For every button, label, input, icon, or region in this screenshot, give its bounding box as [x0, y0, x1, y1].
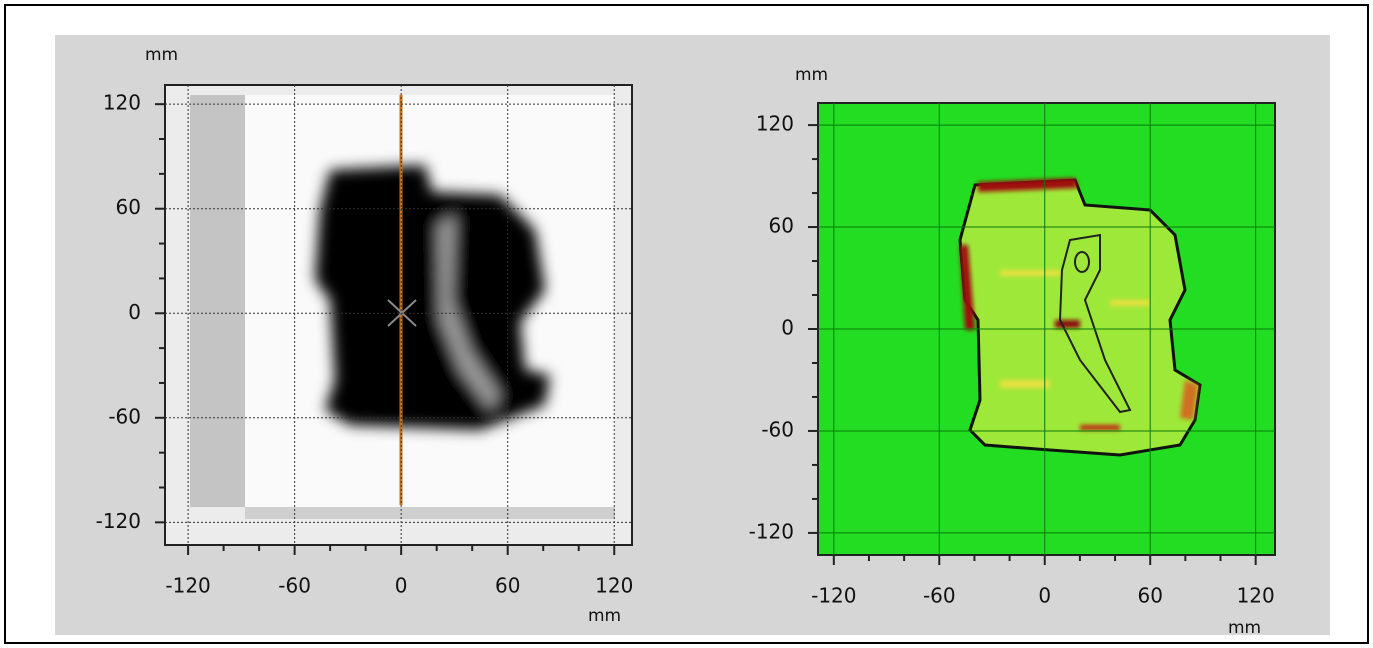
x-unit: mm: [1228, 618, 1261, 638]
x-tick-label: 0: [1038, 584, 1051, 608]
x-tick-label: 60: [495, 574, 520, 598]
x-unit: mm: [588, 606, 621, 626]
y-tick-label: 120: [103, 91, 141, 115]
y-tick-label: 0: [128, 300, 141, 324]
y-unit: mm: [145, 45, 178, 65]
y-tick-label: -60: [108, 404, 141, 428]
x-tick-label: 120: [595, 574, 633, 598]
y-tick-label: -120: [96, 509, 141, 533]
image-left: [165, 85, 632, 545]
x-tick-label: -60: [278, 574, 311, 598]
x-tick-label: -120: [811, 584, 856, 608]
y-tick-label: 120: [756, 112, 794, 136]
y-unit: mm: [795, 65, 828, 85]
x-tick-label: 0: [395, 574, 408, 598]
x-tick-label: 60: [1137, 584, 1162, 608]
y-tick-label: 60: [769, 214, 794, 238]
x-tick-label: -120: [165, 574, 210, 598]
y-tick-label: -120: [749, 519, 794, 543]
plot-frame: [164, 84, 633, 546]
y-tick-label: 60: [116, 195, 141, 219]
x-tick-label: 120: [1237, 584, 1275, 608]
y-tick-label: -60: [761, 417, 794, 441]
y-tick-label: 0: [781, 316, 794, 340]
x-tick-label: -60: [923, 584, 956, 608]
